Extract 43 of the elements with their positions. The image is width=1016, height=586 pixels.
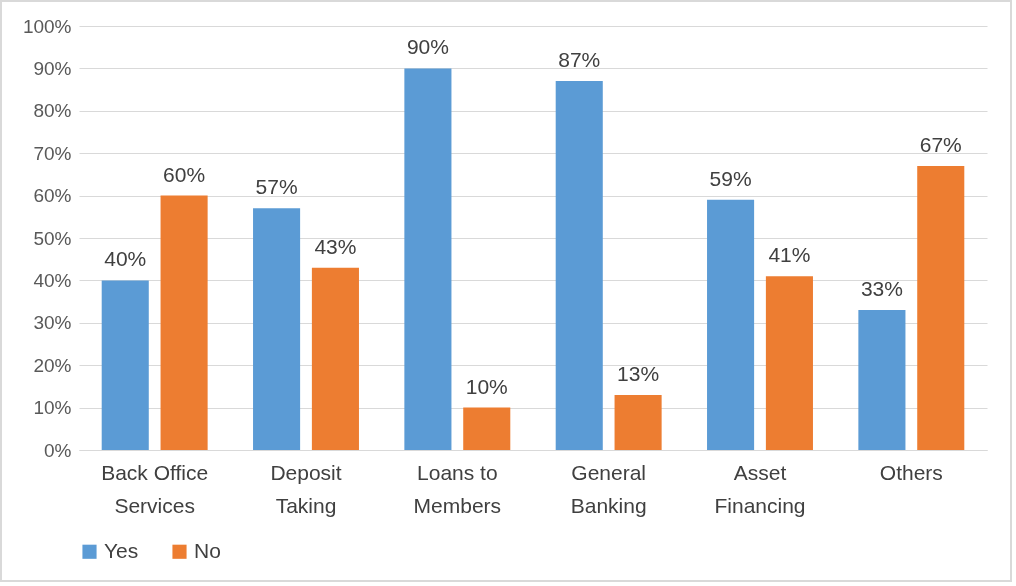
data-label: 57%	[255, 175, 298, 199]
y-tick-label: 70%	[33, 142, 72, 164]
data-label: 13%	[617, 361, 660, 385]
bar	[404, 68, 452, 450]
data-label: 90%	[406, 35, 449, 59]
data-label: 67%	[919, 132, 962, 156]
y-tick-label: 0%	[44, 439, 72, 461]
data-label: 87%	[558, 48, 601, 72]
y-tick-label: 30%	[33, 312, 72, 334]
legend-label: Yes	[104, 538, 139, 562]
bar	[253, 208, 301, 450]
bar	[311, 267, 359, 450]
y-tick-label: 20%	[33, 354, 72, 376]
data-label: 60%	[163, 162, 206, 186]
x-tick-label: Asset Financing	[714, 460, 806, 517]
data-label: 33%	[860, 277, 903, 301]
bar	[555, 81, 603, 450]
y-tick-label: 90%	[33, 57, 72, 79]
bar	[463, 407, 511, 450]
bar	[917, 165, 965, 450]
x-tick-label: Loans to Members	[413, 460, 502, 517]
bar	[160, 195, 208, 450]
x-tick-label: Deposit Taking	[270, 460, 342, 517]
y-tick-label: 40%	[33, 269, 72, 291]
bar	[765, 276, 813, 450]
bar	[614, 394, 662, 450]
x-tick-label: Back Office Services	[101, 460, 209, 517]
y-tick-label: 60%	[33, 185, 72, 207]
data-label: 59%	[709, 166, 752, 190]
bar	[101, 280, 149, 450]
x-tick-label: General Banking	[570, 460, 647, 517]
data-label: 10%	[465, 374, 508, 398]
bar	[858, 310, 906, 450]
data-label: 43%	[314, 234, 357, 258]
data-label: 40%	[104, 247, 147, 271]
legend-label: No	[194, 538, 221, 562]
y-tick-label: 100%	[22, 15, 72, 37]
y-tick-label: 50%	[33, 227, 72, 249]
x-tick-label: Others	[879, 460, 943, 484]
data-label: 41%	[768, 243, 811, 267]
bar	[707, 199, 755, 450]
y-tick-label: 10%	[33, 397, 72, 419]
y-tick-label: 80%	[33, 100, 72, 122]
